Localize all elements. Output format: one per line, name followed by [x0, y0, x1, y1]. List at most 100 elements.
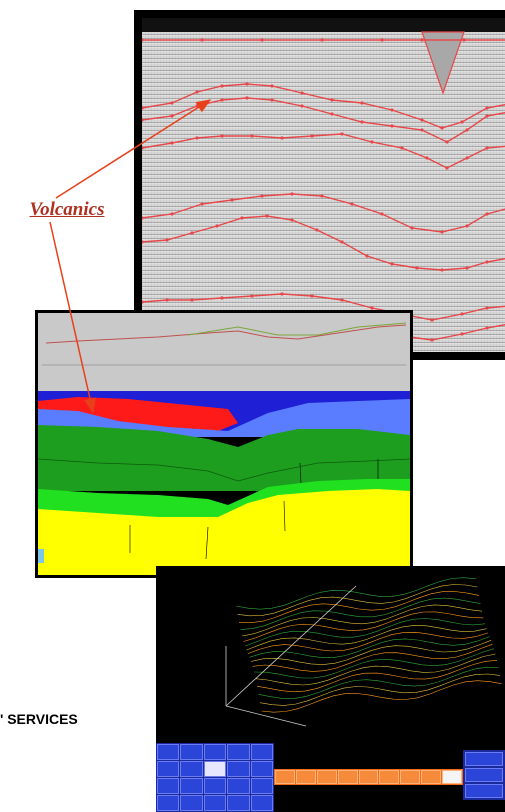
horizon-marker: [280, 136, 284, 140]
terrain-3d-panel: [156, 566, 505, 812]
horizon-marker: [220, 134, 224, 138]
strip-button[interactable]: [379, 770, 400, 784]
horizon-marker: [485, 260, 489, 264]
horizon-marker: [270, 84, 274, 88]
horizon-marker: [465, 156, 469, 160]
horizon-marker: [320, 38, 324, 42]
mesh-line: [253, 648, 495, 679]
horizon-marker: [170, 141, 174, 145]
seismic-section-panel: [134, 10, 505, 360]
horizon-marker: [142, 300, 144, 304]
horizon-marker: [260, 38, 264, 42]
seismic-notch: [421, 31, 465, 95]
strip-button[interactable]: [295, 770, 316, 784]
horizon-marker: [460, 332, 464, 336]
services-heading: ' SERVICES: [0, 711, 78, 727]
mesh-line: [244, 618, 486, 647]
mesh-line: [252, 643, 493, 672]
scale-marker: [38, 549, 44, 563]
horizon-marker: [250, 134, 254, 138]
layer-green-dark: [38, 425, 410, 491]
control-button[interactable]: [250, 744, 273, 760]
horizon-marker: [360, 101, 364, 105]
horizon-marker: [370, 140, 374, 144]
horizon-marker: [190, 298, 194, 302]
horizon-marker: [400, 146, 404, 150]
horizon-marker: [195, 136, 199, 140]
horizon-6: [142, 293, 505, 321]
horizon-marker: [170, 101, 174, 105]
horizon-marker: [485, 114, 489, 118]
strip-button[interactable]: [337, 770, 358, 784]
horizon-marker: [230, 198, 234, 202]
control-button[interactable]: [180, 795, 203, 811]
horizon-marker: [142, 146, 144, 150]
control-button[interactable]: [203, 761, 227, 777]
control-button[interactable]: [203, 778, 227, 794]
horizon-marker: [420, 38, 424, 42]
terrain-mesh: [225, 577, 502, 727]
mesh-line: [256, 660, 498, 693]
horizon-marker: [330, 98, 334, 102]
seismic-horizons: [142, 31, 505, 342]
control-button[interactable]: [465, 752, 503, 766]
control-button[interactable]: [250, 761, 273, 777]
horizon-marker: [280, 292, 284, 296]
horizon-marker: [410, 226, 414, 230]
control-button[interactable]: [227, 778, 250, 794]
control-button[interactable]: [250, 795, 273, 811]
horizon-marker: [170, 212, 174, 216]
control-button[interactable]: [203, 744, 227, 760]
horizon-marker: [330, 112, 334, 116]
horizon-4: [142, 193, 505, 233]
control-button[interactable]: [465, 768, 503, 782]
volcanics-label: Volcanics: [10, 199, 124, 221]
control-button[interactable]: [157, 744, 180, 760]
horizon-marker: [142, 240, 144, 244]
control-button[interactable]: [227, 744, 250, 760]
strip-button[interactable]: [400, 770, 421, 784]
horizon-marker: [195, 104, 199, 108]
control-button[interactable]: [157, 761, 180, 777]
horizon-marker: [190, 231, 194, 235]
fault-line: [283, 500, 286, 532]
seismic-image: [142, 18, 505, 352]
control-button[interactable]: [180, 761, 203, 777]
horizon-marker: [465, 224, 469, 228]
control-button[interactable]: [250, 778, 273, 794]
horizon-marker: [465, 266, 469, 270]
strip-button[interactable]: [275, 770, 295, 784]
horizon-marker: [340, 240, 344, 244]
cross-section-layers: [38, 322, 410, 575]
horizon-marker: [300, 91, 304, 95]
layer-blue-light: [38, 399, 410, 437]
control-button[interactable]: [157, 795, 180, 811]
strip-button[interactable]: [316, 770, 337, 784]
horizon-marker: [245, 96, 249, 100]
horizon-marker: [440, 268, 444, 272]
control-button[interactable]: [465, 784, 503, 798]
control-button[interactable]: [203, 795, 227, 811]
strip-button[interactable]: [442, 770, 463, 784]
horizon-marker: [340, 298, 344, 302]
horizon-marker: [290, 192, 294, 196]
control-button[interactable]: [180, 778, 203, 794]
control-button[interactable]: [227, 761, 250, 777]
horizon-marker: [315, 228, 319, 232]
mesh-line: [238, 591, 480, 624]
control-button[interactable]: [180, 744, 203, 760]
horizon-marker: [390, 108, 394, 112]
profile-curve-red: [45, 324, 407, 344]
strip-button[interactable]: [421, 770, 442, 784]
control-button[interactable]: [227, 795, 250, 811]
horizon-marker: [142, 118, 144, 122]
horizon-marker: [420, 128, 424, 132]
horizon-marker: [445, 166, 449, 170]
horizon-marker: [390, 262, 394, 266]
horizon-marker: [430, 338, 434, 342]
mesh-line: [237, 584, 478, 617]
mesh-line: [240, 597, 481, 630]
strip-button[interactable]: [358, 770, 379, 784]
control-button[interactable]: [157, 778, 180, 794]
control-panel-left: [156, 743, 274, 812]
